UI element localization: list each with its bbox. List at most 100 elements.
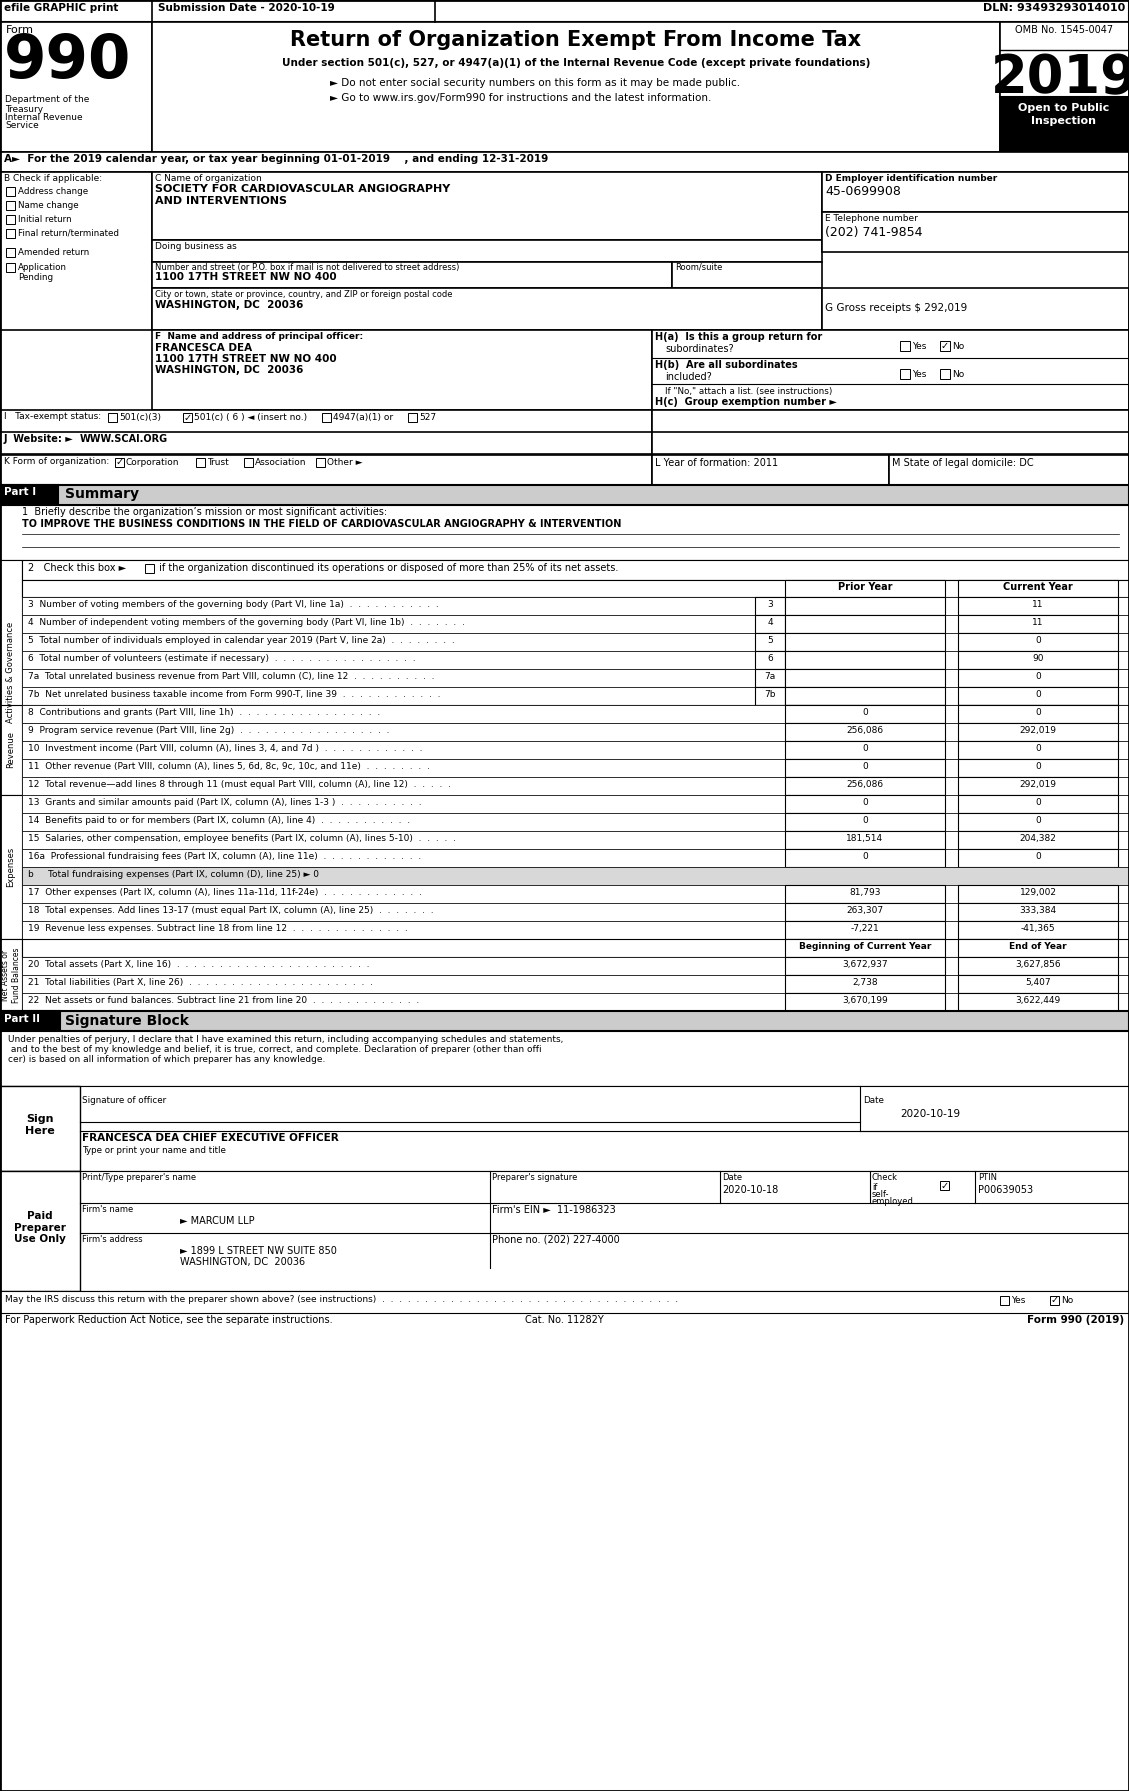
Text: 16a  Professional fundraising fees (Part IX, column (A), line 11e)  .  .  .  .  : 16a Professional fundraising fees (Part … — [28, 853, 421, 861]
Bar — [755, 670, 785, 688]
Bar — [21, 938, 1129, 956]
Bar — [959, 632, 1118, 650]
Bar — [959, 688, 1118, 706]
Text: 7a  Total unrelated business revenue from Part VIII, column (C), line 12  .  .  : 7a Total unrelated business revenue from… — [28, 672, 435, 681]
Text: No: No — [1061, 1297, 1074, 1306]
Text: Inspection: Inspection — [1032, 116, 1096, 125]
Text: 2,738: 2,738 — [852, 978, 878, 987]
Text: 0: 0 — [1035, 672, 1041, 681]
Text: 204,382: 204,382 — [1019, 835, 1057, 844]
Text: 81,793: 81,793 — [849, 888, 881, 897]
Bar — [0, 485, 58, 505]
Text: 0: 0 — [863, 761, 868, 770]
Text: 4  Number of independent voting members of the governing body (Part VI, line 1b): 4 Number of independent voting members o… — [28, 618, 465, 627]
Bar — [21, 706, 1129, 724]
Text: 0: 0 — [1035, 799, 1041, 808]
Bar — [822, 172, 1129, 211]
Text: 4: 4 — [768, 618, 773, 627]
Text: P00639053: P00639053 — [978, 1186, 1033, 1195]
Text: if the organization discontinued its operations or disposed of more than 25% of : if the organization discontinued its ope… — [156, 562, 619, 573]
Text: Firm's name: Firm's name — [82, 1205, 133, 1214]
Bar — [115, 458, 124, 467]
Bar — [755, 650, 785, 670]
Text: H(c)  Group exemption number ►: H(c) Group exemption number ► — [655, 398, 837, 407]
Bar — [959, 777, 1118, 795]
Text: AND INTERVENTIONS: AND INTERVENTIONS — [155, 195, 287, 206]
Bar — [959, 992, 1118, 1010]
Text: 1100 17TH STREET NW NO 400: 1100 17TH STREET NW NO 400 — [155, 272, 336, 281]
Text: D Employer identification number: D Employer identification number — [825, 174, 997, 183]
Text: 1  Briefly describe the organization’s mission or most significant activities:: 1 Briefly describe the organization’s mi… — [21, 507, 387, 518]
Bar — [785, 706, 945, 724]
Bar — [959, 614, 1118, 632]
Text: Yes: Yes — [912, 342, 927, 351]
Bar — [0, 561, 21, 784]
Text: May the IRS discuss this return with the preparer shown above? (see instructions: May the IRS discuss this return with the… — [5, 1295, 679, 1304]
Bar — [785, 921, 945, 938]
Bar — [959, 795, 1118, 813]
Bar — [0, 21, 152, 152]
Text: ✓: ✓ — [1050, 1295, 1059, 1306]
Text: 1100 17TH STREET NW NO 400: 1100 17TH STREET NW NO 400 — [155, 355, 336, 364]
Text: Department of the: Department of the — [5, 95, 89, 104]
Bar — [0, 432, 653, 453]
Bar — [785, 795, 945, 813]
Text: If "No," attach a list. (see instructions): If "No," attach a list. (see instruction… — [665, 387, 832, 396]
Text: H(a)  Is this a group return for: H(a) Is this a group return for — [655, 331, 822, 342]
Bar — [21, 992, 1129, 1010]
Text: OMB No. 1545-0047: OMB No. 1545-0047 — [1015, 25, 1113, 36]
Text: 0: 0 — [1035, 853, 1041, 861]
Bar — [1000, 21, 1129, 152]
Bar — [244, 458, 253, 467]
Bar — [755, 614, 785, 632]
Text: Firm's address: Firm's address — [82, 1236, 142, 1245]
Text: FRANCESCA DEA CHIEF EXECUTIVE OFFICER: FRANCESCA DEA CHIEF EXECUTIVE OFFICER — [82, 1134, 339, 1143]
Text: Internal Revenue: Internal Revenue — [5, 113, 82, 122]
Text: 0: 0 — [863, 853, 868, 861]
Bar — [0, 172, 152, 330]
Text: 0: 0 — [863, 707, 868, 716]
Text: Pending: Pending — [18, 272, 53, 281]
Bar — [0, 485, 1129, 505]
Bar — [152, 172, 822, 240]
Text: ► 1899 L STREET NW SUITE 850: ► 1899 L STREET NW SUITE 850 — [180, 1247, 336, 1255]
Bar — [959, 596, 1118, 614]
Bar — [21, 650, 1129, 670]
Bar — [21, 867, 1129, 885]
Bar — [785, 614, 945, 632]
Text: b     Total fundraising expenses (Part IX, column (D), line 25) ► 0: b Total fundraising expenses (Part IX, c… — [28, 870, 320, 879]
Text: Application: Application — [18, 263, 67, 272]
Text: Trust: Trust — [207, 458, 229, 467]
Text: Service: Service — [5, 122, 38, 131]
Text: E Telephone number: E Telephone number — [825, 213, 918, 224]
Bar — [0, 706, 21, 795]
Bar — [0, 1010, 60, 1032]
Text: ✓: ✓ — [115, 457, 123, 467]
Text: 292,019: 292,019 — [1019, 781, 1057, 790]
Bar — [6, 215, 15, 224]
Text: 17  Other expenses (Part IX, column (A), lines 11a-11d, 11f-24e)  .  .  .  .  . : 17 Other expenses (Part IX, column (A), … — [28, 888, 422, 897]
Text: subordinates?: subordinates? — [665, 344, 734, 355]
Bar — [0, 1032, 1129, 1085]
Bar — [0, 1085, 80, 1171]
Text: Current Year: Current Year — [1004, 582, 1073, 593]
Bar — [196, 458, 205, 467]
Text: Signature Block: Signature Block — [65, 1014, 189, 1028]
Text: WASHINGTON, DC  20036: WASHINGTON, DC 20036 — [180, 1257, 305, 1266]
Bar — [21, 777, 1129, 795]
Text: ► MARCUM LLP: ► MARCUM LLP — [180, 1216, 255, 1227]
Text: City or town, state or province, country, and ZIP or foreign postal code: City or town, state or province, country… — [155, 290, 453, 299]
Bar — [959, 670, 1118, 688]
Text: 11  Other revenue (Part VIII, column (A), lines 5, 6d, 8c, 9c, 10c, and 11e)  . : 11 Other revenue (Part VIII, column (A),… — [28, 761, 430, 770]
Bar — [785, 724, 945, 741]
Bar — [21, 921, 1129, 938]
Bar — [959, 706, 1118, 724]
Bar — [0, 455, 653, 485]
Text: 2020-10-19: 2020-10-19 — [900, 1109, 960, 1119]
Bar — [785, 650, 945, 670]
Text: No: No — [952, 342, 964, 351]
Bar — [0, 1171, 1129, 1291]
Text: Room/suite: Room/suite — [675, 263, 723, 272]
Text: Under section 501(c), 527, or 4947(a)(1) of the Internal Revenue Code (except pr: Under section 501(c), 527, or 4947(a)(1)… — [282, 57, 870, 68]
Bar — [21, 688, 1129, 706]
